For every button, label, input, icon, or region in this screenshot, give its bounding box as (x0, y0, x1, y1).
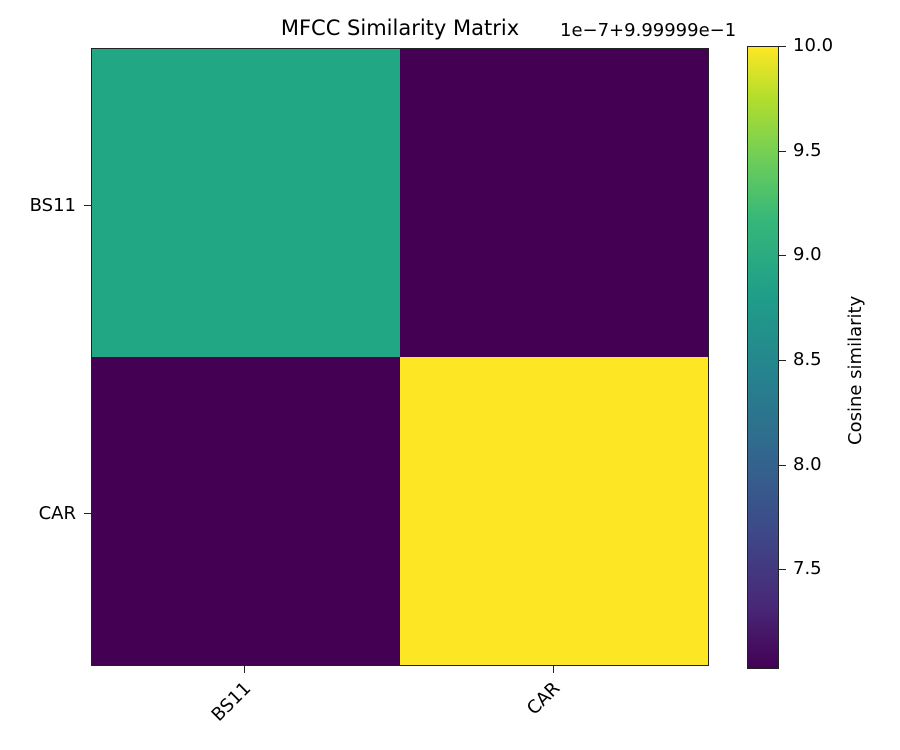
x-tick-label: BS11 (207, 678, 255, 726)
y-tick-mark (84, 513, 91, 515)
colorbar-tick-label: 9.5 (793, 140, 822, 161)
x-tick-label: CAR (522, 678, 564, 720)
heatmap-cell-car-car (400, 357, 708, 665)
chart-title: MFCC Similarity Matrix (280, 16, 520, 40)
heatmap-plot-area (91, 48, 709, 666)
colorbar-tick-label: 8.0 (793, 454, 822, 475)
colorbar-label: Cosine similarity (845, 295, 866, 445)
y-tick-label: BS11 (29, 195, 76, 216)
colorbar-tick (779, 151, 786, 153)
colorbar-tick-label: 10.0 (793, 35, 834, 56)
y-tick-label: CAR (38, 503, 76, 524)
colorbar-tick (779, 465, 786, 467)
y-tick-mark (84, 205, 91, 207)
heatmap-cell-car-bs11 (92, 357, 400, 665)
colorbar-tick-label: 8.5 (793, 349, 822, 370)
colorbar-tick (779, 46, 786, 48)
colorbar-tick (779, 255, 786, 257)
colorbar (747, 46, 779, 669)
x-tick-mark (244, 666, 246, 673)
colorbar-offset-text: 1e−7+9.99999e−1 (560, 20, 737, 41)
colorbar-tick (779, 569, 786, 571)
colorbar-tick-label: 9.0 (793, 244, 822, 265)
heatmap-cell-bs11-bs11 (92, 49, 400, 357)
colorbar-tick-label: 7.5 (793, 558, 822, 579)
x-tick-mark (553, 666, 555, 673)
colorbar-tick (779, 360, 786, 362)
heatmap-cell-bs11-car (400, 49, 708, 357)
